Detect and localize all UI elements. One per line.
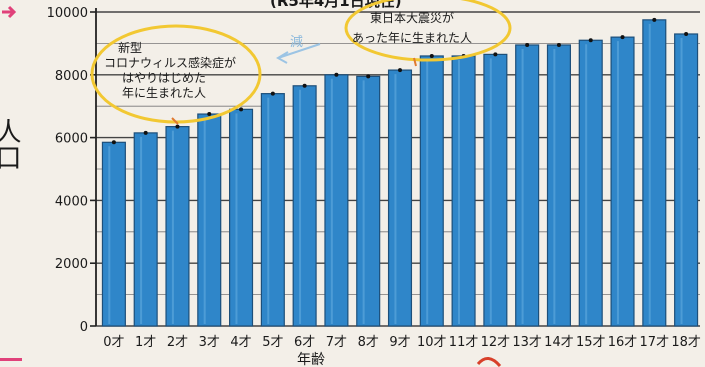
- bar-top-dot: [207, 112, 212, 117]
- annotation-earthquake-bubble: [344, 0, 512, 62]
- x-tick-label: 7才: [326, 335, 347, 350]
- red-brace-mark: [476, 357, 502, 367]
- x-tick-label: 11才: [449, 335, 479, 350]
- x-tick-label: 12才: [481, 335, 511, 350]
- bar-top-dot: [398, 68, 402, 73]
- x-tick-label: 2才: [167, 335, 188, 350]
- x-tick-label: 6才: [294, 335, 315, 350]
- annotation-earthquake-line-2: あった年に生まれた人: [352, 31, 472, 45]
- bar: [578, 39, 603, 327]
- y-axis-label: 人口: [0, 118, 21, 170]
- bar-top-dot: [588, 38, 593, 43]
- x-tick-label: 1才: [135, 335, 156, 350]
- bar-top-dot: [302, 83, 307, 88]
- y-tick-label: 6000: [55, 132, 88, 147]
- pink-arrow-icon: [2, 5, 17, 19]
- x-tick-label: 8才: [358, 335, 379, 350]
- bar: [419, 55, 444, 327]
- x-tick-label: 17才: [640, 335, 670, 350]
- bar-top-dot: [429, 53, 434, 58]
- bar: [515, 44, 540, 327]
- bar-top-dot: [556, 42, 561, 47]
- chart-title: (R5年4月1日現在): [270, 0, 402, 10]
- x-axis-label: 年齢: [297, 352, 325, 367]
- bar: [197, 113, 222, 327]
- y-axis: 0 2000 4000 6000 8000 10000: [47, 6, 97, 335]
- annotation-earthquake: 東日本大震災が あった年に生まれた人: [344, 0, 512, 67]
- y-tick-label: 4000: [55, 194, 88, 209]
- bar: [165, 126, 190, 327]
- x-tick-label: 4才: [230, 335, 251, 350]
- bar-top-dot: [334, 72, 339, 77]
- decrease-arrow: [276, 43, 321, 64]
- bar: [101, 141, 126, 327]
- bar: [674, 33, 699, 327]
- x-tick-labels: 0才 1才 2才 3才 4才 5才 6才 7才 8才 9才 10才 11才 12才 13才 14才 15才 16…: [103, 335, 701, 350]
- bar-top-dot: [620, 35, 625, 40]
- x-tick-label: 5才: [262, 335, 283, 350]
- y-tick-label: 10000: [47, 6, 88, 21]
- bar-top-dot: [270, 91, 275, 96]
- x-tick-label: 18才: [671, 335, 701, 350]
- annotation-covid: 新型 コロナウィルス感染症が はやりはじめた 年に生まれた人: [90, 24, 262, 125]
- bar: [324, 74, 349, 327]
- bar: [642, 19, 667, 327]
- bar: [483, 53, 508, 327]
- x-tick-label: 0才: [103, 335, 124, 350]
- bar: [292, 85, 317, 327]
- annotation-decrease: 減: [276, 34, 321, 64]
- bar: [610, 36, 635, 327]
- bar-top-dot: [366, 74, 371, 79]
- bar: [229, 108, 254, 327]
- bar: [133, 132, 158, 327]
- bar: [546, 44, 571, 327]
- x-tick-label: 13才: [512, 335, 542, 350]
- bar-top-dot: [684, 31, 689, 36]
- bar-top-dot: [652, 17, 657, 22]
- x-tick-label: 15才: [576, 335, 606, 350]
- annotation-covid-pointer: [171, 117, 179, 125]
- decrease-label: 減: [290, 34, 303, 50]
- x-tick-label: 14才: [544, 335, 574, 350]
- x-tick-label: 9才: [389, 335, 410, 350]
- annotation-covid-line-2: コロナウィルス感染症が: [104, 55, 236, 70]
- bar-top-dot: [493, 52, 498, 57]
- annotation-covid-line-3: はやりはじめた: [122, 71, 206, 85]
- annotation-covid-line-4: 年に生まれた人: [122, 86, 206, 100]
- bar-top-dot: [175, 124, 180, 129]
- annotation-earthquake-line-1: 東日本大震災が: [370, 10, 454, 25]
- bar: [260, 93, 285, 327]
- bar: [356, 75, 381, 327]
- y-tick-label: 8000: [55, 69, 88, 84]
- pink-mark: [0, 358, 22, 361]
- bar-top-dot: [111, 140, 116, 145]
- bar-top-dot: [525, 42, 530, 47]
- bar: [451, 55, 476, 327]
- x-tick-label: 16才: [608, 335, 638, 350]
- x-tick-label: 10才: [417, 335, 447, 350]
- annotation-covid-line-1: 新型: [118, 40, 142, 55]
- bar: [387, 69, 413, 327]
- y-tick-label: 0: [80, 320, 88, 335]
- y-tick-label: 2000: [55, 257, 88, 272]
- bars: [101, 17, 699, 327]
- annotation-earthquake-pointer: [413, 57, 417, 67]
- bar-top-dot: [143, 130, 148, 135]
- bar-top-dot: [239, 107, 244, 112]
- x-tick-label: 3才: [199, 335, 220, 350]
